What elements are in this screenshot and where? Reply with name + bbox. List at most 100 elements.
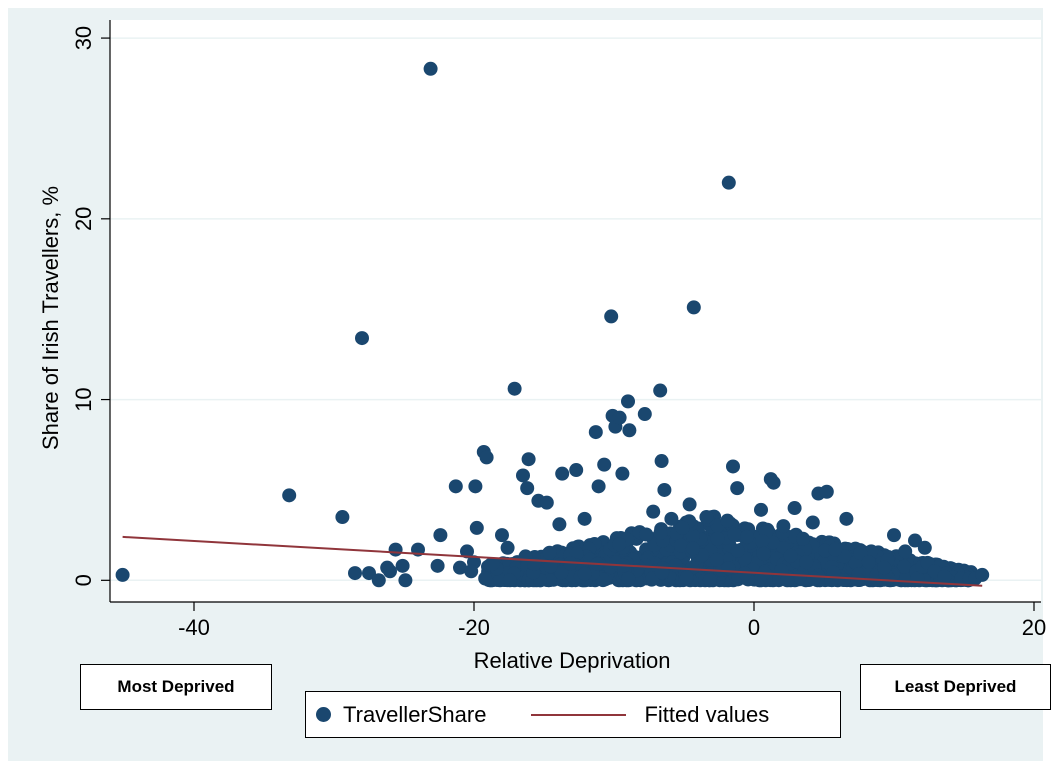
scatter-point xyxy=(502,573,517,588)
legend: TravellerShare Fitted values xyxy=(305,691,841,738)
fit-layer xyxy=(122,535,983,587)
most-deprived-label: Most Deprived xyxy=(80,664,272,710)
scatter-point xyxy=(805,515,820,530)
scatter-point xyxy=(726,459,740,474)
scatter-point xyxy=(507,381,522,396)
plot-area xyxy=(110,20,1041,602)
scatter-point xyxy=(776,519,791,534)
scatter-point xyxy=(850,572,865,587)
scatter-point xyxy=(646,504,661,519)
y-tick-label: 0 xyxy=(71,574,96,586)
scatter-point xyxy=(612,537,627,552)
scatter-point xyxy=(460,544,474,559)
scatter-point xyxy=(754,502,768,517)
scatter-point xyxy=(653,526,668,541)
least-deprived-label: Least Deprived xyxy=(860,664,1051,710)
scatter-point xyxy=(622,423,637,438)
points-layer xyxy=(115,61,990,588)
scatter-point xyxy=(685,528,700,543)
scatter-point xyxy=(673,538,688,553)
scatter-point xyxy=(756,546,771,561)
scatter-point xyxy=(657,482,672,497)
scatter-point xyxy=(975,567,990,582)
scatter-point xyxy=(478,571,493,586)
scatter-point xyxy=(453,560,467,575)
scatter-point xyxy=(752,573,767,588)
scatter-point xyxy=(783,548,798,563)
scatter-point xyxy=(591,479,606,494)
y-tick-label: 20 xyxy=(71,207,96,231)
x-tick-label: 20 xyxy=(1022,615,1046,640)
scatter-point xyxy=(520,481,535,496)
scatter-point xyxy=(569,463,584,478)
scatter-point xyxy=(621,394,635,409)
scatter-point xyxy=(388,542,403,557)
legend-marker-traveller-share xyxy=(316,707,331,722)
x-tick-label: 0 xyxy=(748,615,760,640)
scatter-point xyxy=(621,571,636,586)
scatter-point xyxy=(588,425,603,440)
scatter-point xyxy=(500,540,515,555)
scatter-point xyxy=(664,511,679,526)
scatter-point xyxy=(917,540,932,555)
scatter-point xyxy=(908,533,922,548)
scatter-point xyxy=(686,541,701,556)
scatter-point xyxy=(423,61,438,76)
scatter-point xyxy=(115,567,130,582)
scatter-point xyxy=(577,566,592,581)
scatter-point xyxy=(721,175,736,190)
scatter-point xyxy=(720,513,735,528)
scatter-point xyxy=(937,569,952,584)
scatter-point xyxy=(371,573,386,588)
scatter-point xyxy=(896,559,911,574)
scatter-point xyxy=(887,528,901,543)
scatter-point xyxy=(727,527,742,542)
scatter-point xyxy=(539,495,554,510)
scatter-point xyxy=(542,545,557,560)
scatter-point xyxy=(826,565,841,580)
scatter-point xyxy=(755,533,770,548)
scatter-point xyxy=(433,528,448,543)
scatter-point xyxy=(348,566,362,581)
scatter-point xyxy=(818,543,833,558)
fitted-line xyxy=(122,535,983,587)
scatter-point xyxy=(555,466,570,481)
scatter-point xyxy=(877,560,892,575)
scatter-point xyxy=(806,571,821,586)
y-tick-label: 30 xyxy=(71,26,96,50)
scatter-point xyxy=(469,520,484,535)
x-axis-title: Relative Deprivation xyxy=(474,648,671,673)
legend-label-traveller-share: TravellerShare xyxy=(343,701,487,727)
x-tick-label: -20 xyxy=(458,615,490,640)
scatter-point xyxy=(516,468,530,483)
scatter-point xyxy=(654,565,669,580)
scatter-point xyxy=(615,466,630,481)
scatter-point xyxy=(448,479,463,494)
legend-line-fitted xyxy=(531,713,627,716)
scatter-point xyxy=(355,331,369,346)
y-axis-title: Share of Irish Travellers, % xyxy=(38,186,63,450)
scatter-point xyxy=(637,407,652,422)
scatter-point xyxy=(612,410,627,425)
scatter-point xyxy=(730,481,745,496)
scatter-point xyxy=(577,511,592,526)
scatter-point xyxy=(430,558,445,573)
scatter-point xyxy=(335,510,350,525)
scatter-point xyxy=(493,573,508,588)
scatter-point xyxy=(766,475,781,490)
scatter-point xyxy=(485,557,500,572)
scatter-point xyxy=(464,564,479,579)
scatter-point xyxy=(675,520,690,535)
scatter-point xyxy=(710,531,725,546)
axis-layer: -40 -20 0 20 0 10 20 30 xyxy=(71,20,1046,640)
legend-label-fitted: Fitted values xyxy=(644,701,770,727)
scatter-point xyxy=(686,300,701,315)
scatter-point xyxy=(730,543,745,558)
scatter-point xyxy=(654,454,669,469)
scatter-point xyxy=(819,484,834,499)
scatter-point xyxy=(796,531,810,546)
scatter-point xyxy=(653,383,668,398)
scatter-point xyxy=(383,564,397,579)
scatter-point xyxy=(552,517,567,532)
